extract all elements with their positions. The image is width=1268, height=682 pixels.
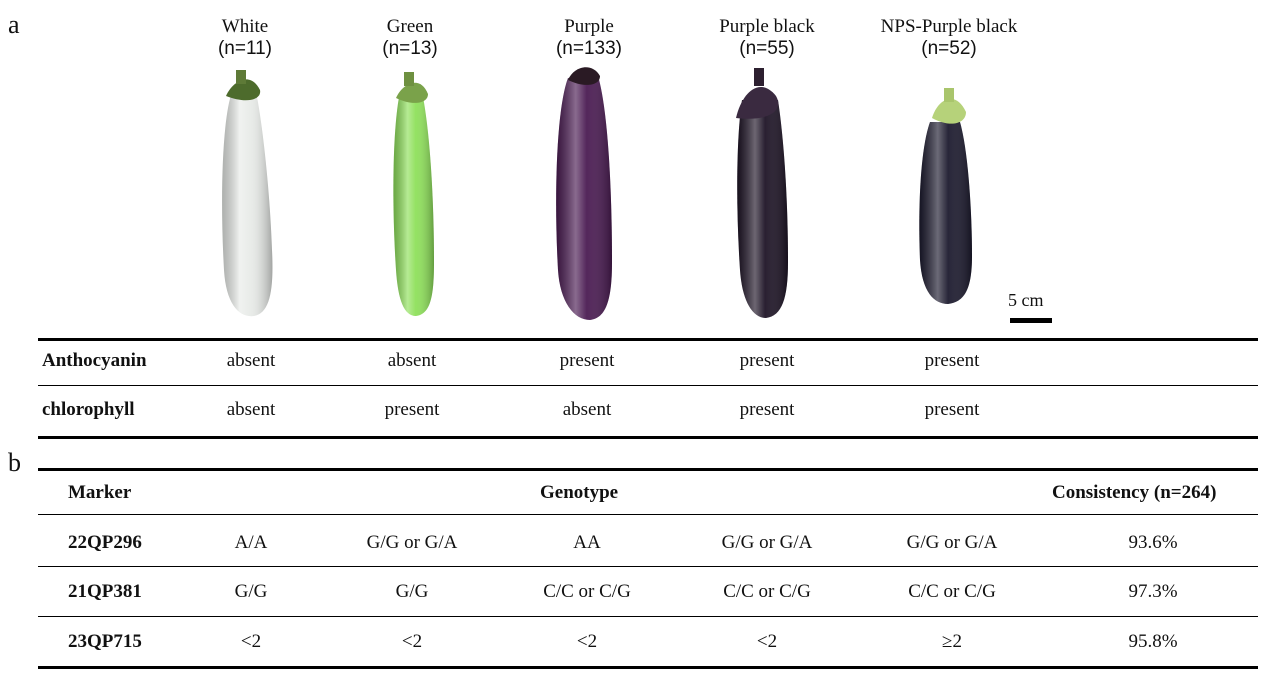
table-b-header-rule [38,514,1258,515]
genotype-cell: C/C or C/G [723,581,811,602]
marker-23qp715: 23QP715 [68,631,142,652]
column-count: (n=13) [382,38,438,59]
column-name: NPS-Purple black [880,16,1018,37]
marker-21qp381: 21QP381 [68,581,142,602]
consistency-cell: 97.3% [1128,581,1178,602]
column-header-purple: Purple (n=133) [489,16,689,60]
genotype-cell: C/C or C/G [908,581,996,602]
genotype-cell: A/A [234,532,268,553]
eggplant-white-photo [222,70,273,317]
panel-a-label: a [8,10,20,39]
header-consistency: Consistency (n=264) [1052,482,1217,503]
panel-b-label: b [8,448,21,477]
genotype-cell: ≥2 [942,631,962,652]
column-name: White [221,16,269,37]
column-name: Purple [564,16,614,37]
genotype-cell: C/C or C/G [543,581,631,602]
table-b-top-rule [38,468,1258,471]
table-cell: present [739,350,795,371]
table-cell: absent [226,350,276,371]
eggplant-green-photo [393,72,434,316]
column-count: (n=55) [739,38,795,59]
column-count: (n=133) [555,38,623,59]
column-name: Green [386,16,434,37]
genotype-cell: G/G or G/A [366,532,458,553]
genotype-cell: G/G or G/A [906,532,998,553]
row-label-chlorophyll: chlorophyll [42,399,135,420]
consistency-cell: 95.8% [1128,631,1178,652]
header-genotype: Genotype [540,482,619,503]
eggplant-photos [222,67,972,320]
table-a-top-rule [38,338,1258,341]
table-b-bottom-rule [38,666,1258,669]
genotype-cell: AA [573,532,601,553]
table-cell: absent [226,399,276,420]
column-name: Purple black [719,16,815,37]
table-cell: present [384,399,440,420]
table-b-row-rule [38,616,1258,617]
column-count: (n=52) [921,38,977,59]
consistency-cell: 93.6% [1128,532,1178,553]
eggplant-nps-purple-black-photo [919,88,972,304]
scale-bar-label: 5 cm [1008,290,1044,310]
genotype-cell: <2 [576,631,598,652]
row-label-anthocyanin: Anthocyanin [42,350,147,371]
eggplant-purple-black-photo [736,68,788,318]
genotype-cell: <2 [756,631,778,652]
table-cell: absent [387,350,437,371]
scale-bar [1010,318,1052,323]
column-header-nps-purple-black: NPS-Purple black (n=52) [849,16,1049,60]
genotype-cell: <2 [401,631,423,652]
column-header-green: Green (n=13) [310,16,510,60]
column-header-white: White (n=11) [145,16,345,60]
table-cell: present [739,399,795,420]
marker-22qp296: 22QP296 [68,532,142,553]
table-cell: present [924,399,980,420]
genotype-cell: <2 [240,631,262,652]
genotype-cell: G/G [234,581,268,602]
genotype-cell: G/G or G/A [721,532,813,553]
table-cell: present [924,350,980,371]
column-header-purple-black: Purple black (n=55) [667,16,867,60]
table-a-mid-rule [38,385,1258,386]
table-cell: absent [562,399,612,420]
eggplant-purple-photo [556,67,612,320]
column-count: (n=11) [217,38,273,59]
header-marker: Marker [68,482,132,503]
genotype-cell: G/G [395,581,429,602]
table-b-row-rule [38,566,1258,567]
table-a-bottom-rule [38,436,1258,439]
table-cell: present [559,350,615,371]
